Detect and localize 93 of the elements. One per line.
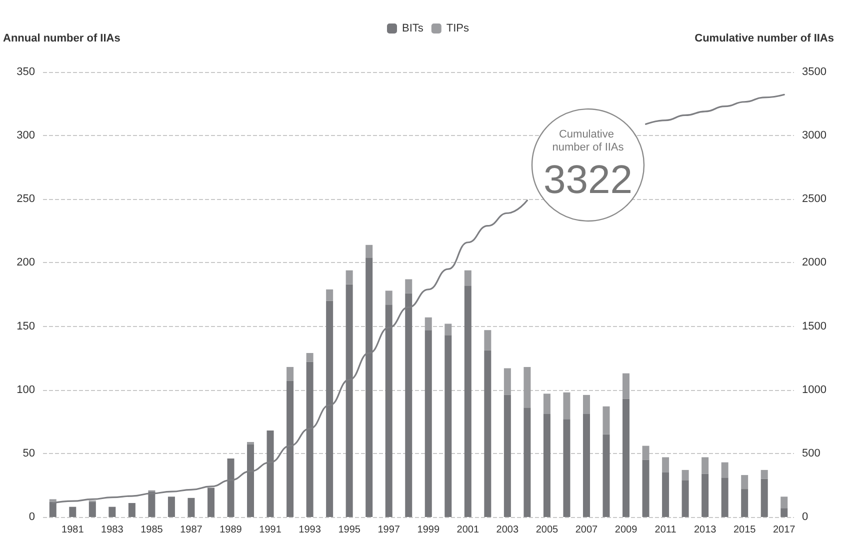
bar bbox=[721, 462, 728, 478]
x-tick-label: 1993 bbox=[298, 524, 322, 536]
y-tick-label: 150 bbox=[16, 320, 35, 332]
bar bbox=[760, 470, 768, 479]
bar bbox=[563, 419, 570, 517]
x-tick-label: 2017 bbox=[772, 524, 796, 536]
bar bbox=[682, 470, 689, 480]
x-tick-label: 2013 bbox=[694, 524, 717, 536]
bar bbox=[484, 350, 492, 517]
y2-tick-label: 0 bbox=[802, 511, 808, 523]
bar bbox=[760, 478, 768, 517]
bar bbox=[780, 496, 788, 508]
bar bbox=[702, 457, 709, 474]
bar bbox=[484, 330, 492, 350]
y-tick-label: 100 bbox=[16, 384, 35, 396]
bar bbox=[444, 335, 452, 517]
y2-tick-label: 3000 bbox=[802, 130, 826, 142]
bar bbox=[306, 352, 314, 362]
x-tick-label: 2007 bbox=[575, 524, 598, 536]
y2-tick-label: 2000 bbox=[802, 256, 826, 269]
bar bbox=[504, 368, 511, 395]
bar bbox=[524, 366, 531, 408]
bar bbox=[247, 442, 254, 445]
bar bbox=[424, 317, 432, 330]
x-tick-label: 1983 bbox=[101, 524, 124, 536]
x-tick-label: 1985 bbox=[140, 524, 164, 536]
x-tick-label: 2001 bbox=[456, 524, 480, 536]
y2-tick-label: 1500 bbox=[802, 320, 826, 332]
bar bbox=[563, 392, 570, 420]
x-tick-label: 1987 bbox=[180, 524, 203, 536]
legend-label: BITs bbox=[402, 22, 424, 34]
bar bbox=[662, 457, 670, 472]
x-tick-label: 2011 bbox=[654, 524, 677, 536]
x-tick-label: 1999 bbox=[417, 524, 440, 536]
y2-tick-label: 500 bbox=[802, 447, 820, 460]
x-tick-label: 2015 bbox=[733, 524, 756, 536]
bar bbox=[69, 506, 76, 517]
y2-tick-label: 2500 bbox=[802, 193, 826, 206]
bar bbox=[366, 244, 373, 258]
x-tick-label: 2003 bbox=[496, 524, 519, 536]
bar bbox=[108, 506, 116, 517]
y-tick-label: 250 bbox=[16, 193, 35, 206]
bar bbox=[168, 496, 175, 517]
bar bbox=[286, 366, 294, 381]
x-tick-label: 1981 bbox=[62, 524, 84, 536]
y2-tick-label: 1000 bbox=[802, 384, 826, 396]
bar bbox=[543, 414, 550, 517]
bar bbox=[602, 434, 610, 517]
legend-label: TIPs bbox=[446, 22, 470, 34]
bar bbox=[346, 270, 353, 284]
bar bbox=[524, 408, 531, 517]
bar bbox=[128, 503, 136, 517]
y2-tick-label: 3500 bbox=[802, 66, 826, 78]
bar bbox=[780, 508, 788, 517]
bar bbox=[702, 474, 709, 517]
bar bbox=[741, 489, 748, 517]
bar bbox=[405, 279, 412, 294]
bar bbox=[721, 478, 728, 517]
bar bbox=[642, 446, 650, 460]
bar bbox=[642, 460, 650, 517]
bar bbox=[464, 270, 472, 286]
bar bbox=[741, 475, 748, 490]
bar bbox=[602, 406, 610, 434]
y2-axis-title: Cumulative number of IIAs bbox=[552, 128, 624, 154]
bar bbox=[543, 394, 550, 414]
bar bbox=[424, 330, 432, 517]
x-tick-label: 1995 bbox=[338, 524, 361, 536]
annotation: 3322 bbox=[544, 158, 632, 202]
bar bbox=[582, 394, 590, 414]
x-tick-label: 2005 bbox=[536, 524, 559, 536]
y-tick-label: 50 bbox=[22, 447, 35, 460]
y-axis-title: Annual number of IIAs bbox=[3, 32, 120, 44]
bar bbox=[682, 480, 689, 517]
y-tick-label: 0 bbox=[28, 511, 35, 523]
bar bbox=[504, 394, 511, 517]
x-tick-label: 1989 bbox=[220, 524, 242, 536]
bar bbox=[582, 414, 590, 517]
x-tick-label: 1997 bbox=[378, 524, 400, 536]
y-tick-label: 200 bbox=[16, 256, 35, 269]
y-tick-label: 300 bbox=[16, 130, 35, 142]
bar bbox=[622, 373, 630, 399]
bar bbox=[188, 498, 195, 517]
x-tick-label: 1991 bbox=[259, 524, 282, 536]
bar bbox=[444, 324, 452, 336]
bar bbox=[662, 472, 670, 517]
bar bbox=[464, 286, 472, 517]
y-tick-label: 350 bbox=[16, 66, 35, 78]
bar bbox=[326, 289, 334, 301]
text: Cumulative number of IIAs bbox=[694, 32, 834, 44]
bar bbox=[385, 290, 392, 305]
bar bbox=[49, 499, 56, 502]
x-tick-label: 2009 bbox=[614, 524, 638, 536]
bar bbox=[622, 398, 630, 517]
